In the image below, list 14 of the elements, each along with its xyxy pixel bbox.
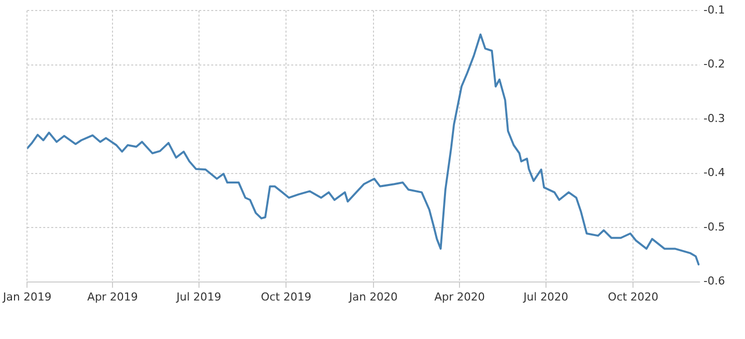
x-tick-label: Jul 2019 bbox=[175, 290, 222, 304]
y-tick-label: -0.6 bbox=[704, 274, 726, 288]
x-tick-label: Apr 2019 bbox=[87, 290, 138, 304]
x-tick-label: Jan 2020 bbox=[348, 290, 398, 304]
x-tick-label: Apr 2020 bbox=[434, 290, 485, 304]
x-tick-label: Jan 2019 bbox=[2, 290, 52, 304]
y-tick-label: -0.2 bbox=[704, 58, 726, 71]
y-tick-label: -0.1 bbox=[704, 3, 726, 16]
x-tick-label: Jul 2020 bbox=[522, 290, 568, 304]
y-tick-label: -0.5 bbox=[704, 220, 726, 234]
y-tick-label: -0.3 bbox=[704, 112, 726, 125]
y-tick-label: -0.4 bbox=[704, 166, 726, 180]
x-tick-label: Oct 2020 bbox=[608, 290, 658, 304]
x-tick-label: Oct 2019 bbox=[260, 290, 312, 304]
